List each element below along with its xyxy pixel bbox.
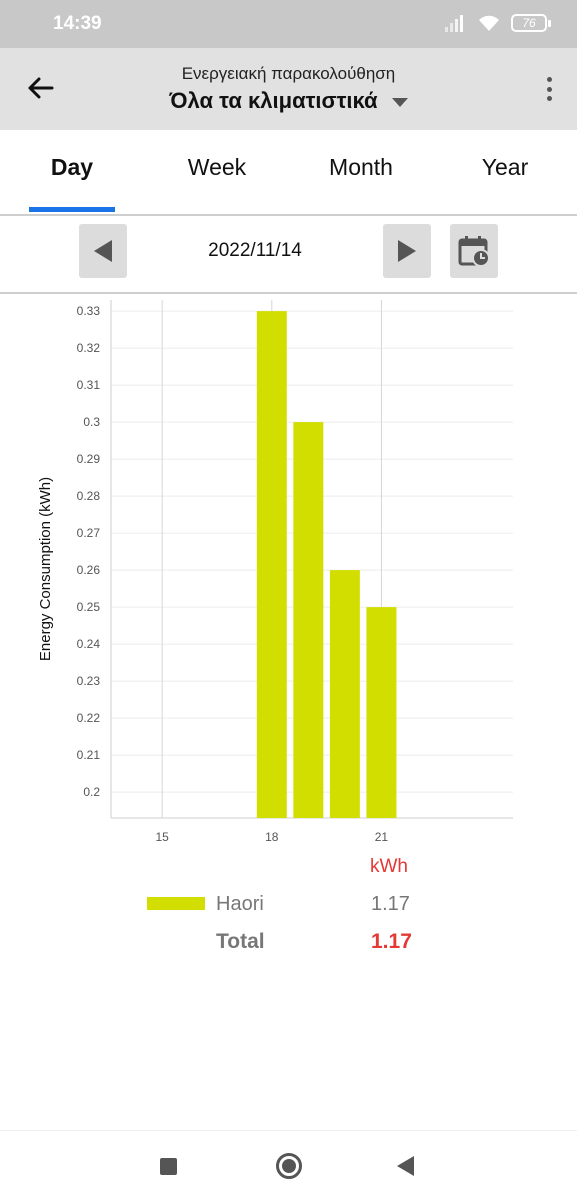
y-tick-label: 0.25 [77, 600, 101, 614]
dropdown-caret-icon [391, 98, 408, 107]
tab-day[interactable]: Day [50, 154, 94, 180]
legend-row: Haori 1.17 [0, 892, 577, 918]
next-date-button[interactable] [383, 224, 431, 278]
device-selector[interactable]: Όλα τα κλιματιστικά [0, 88, 577, 114]
previous-date-button[interactable] [79, 224, 127, 278]
recents-button[interactable] [160, 1158, 177, 1175]
home-icon [282, 1159, 296, 1173]
y-tick-label: 0.31 [77, 378, 101, 392]
legend-value: 1.17 [371, 893, 410, 915]
more-dot-icon [546, 96, 552, 101]
y-tick-label: 0.22 [77, 711, 101, 725]
y-tick-label: 0.26 [77, 563, 101, 577]
wifi-icon [479, 15, 499, 31]
total-row: Total 1.17 [0, 930, 577, 960]
period-tabs: Day Week Month Year [0, 130, 577, 216]
home-button[interactable] [276, 1153, 302, 1179]
triangle-right-icon [398, 240, 416, 262]
system-nav-bar [0, 1130, 577, 1200]
total-value: 1.17 [371, 930, 412, 953]
x-tick-label: 15 [155, 830, 169, 844]
status-bar: 14:39 76 [0, 0, 577, 48]
x-tick-label: 18 [265, 830, 279, 844]
triangle-left-icon [94, 240, 112, 262]
tab-week[interactable]: Week [187, 154, 247, 180]
active-tab-indicator [29, 207, 115, 212]
tab-month[interactable]: Month [329, 154, 393, 180]
unit-label: kWh [370, 856, 408, 877]
y-tick-label: 0.24 [77, 637, 101, 651]
header-subtitle: Ενεργειακή παρακολούθηση [181, 64, 396, 83]
system-back-button[interactable] [397, 1156, 414, 1176]
y-tick-label: 0.32 [77, 341, 101, 355]
bar [366, 607, 397, 818]
app-header: Ενεργειακή παρακολούθηση Όλα τα κλιματισ… [0, 48, 577, 130]
current-date: 2022/11/14 [208, 240, 302, 261]
bar [256, 311, 287, 818]
y-tick-label: 0.2 [83, 785, 100, 799]
y-axis-label: Energy Consumption (kWh) [37, 477, 54, 661]
status-time: 14:39 [53, 13, 102, 34]
bar-chart: 0.33 0.32 0.31 0.3 0.29 0.28 0.27 0.26 0.25 0.24 0… [37, 300, 513, 844]
total-label: Total [216, 930, 265, 953]
tab-year[interactable]: Year [481, 154, 529, 180]
calendar-clock-icon [458, 236, 490, 267]
energy-chart: 0.33 0.32 0.31 0.3 0.29 0.28 0.27 0.26 0.25 0.24 0… [0, 296, 577, 856]
more-dot-icon [546, 77, 552, 82]
bar [293, 422, 324, 818]
y-tick-label: 0.33 [77, 304, 101, 318]
back-button[interactable] [20, 70, 60, 106]
more-options-button[interactable] [539, 74, 559, 104]
y-tick-label: 0.28 [77, 489, 101, 503]
y-tick-label: 0.21 [77, 748, 101, 762]
y-tick-label: 0.27 [77, 526, 101, 540]
header-title: Όλα τα κλιματιστικά [169, 88, 378, 113]
y-tick-label: 0.29 [77, 452, 101, 466]
more-dot-icon [546, 86, 552, 92]
y-tick-label: 0.23 [77, 674, 101, 688]
y-tick-label: 0.3 [83, 415, 100, 429]
signal-icon [445, 14, 467, 32]
battery-icon: 76 [511, 14, 551, 32]
legend-name: Haori [216, 893, 264, 915]
bar [329, 570, 360, 818]
calendar-button[interactable] [450, 224, 498, 278]
date-navigation: 2022/11/14 [0, 216, 577, 294]
status-icons: 76 [445, 13, 551, 33]
legend-swatch [147, 897, 205, 910]
back-arrow-icon [28, 77, 54, 99]
x-tick-label: 21 [375, 830, 389, 844]
